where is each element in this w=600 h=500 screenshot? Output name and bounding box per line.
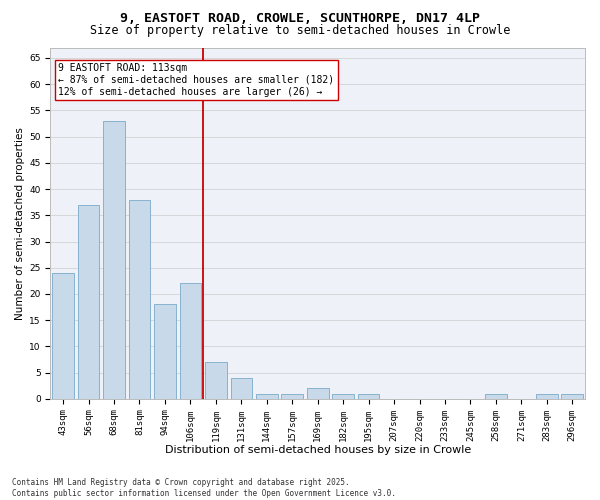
Text: 9, EASTOFT ROAD, CROWLE, SCUNTHORPE, DN17 4LP: 9, EASTOFT ROAD, CROWLE, SCUNTHORPE, DN1… bbox=[120, 12, 480, 24]
Bar bbox=[230, 378, 252, 399]
Bar bbox=[52, 273, 74, 399]
Y-axis label: Number of semi-detached properties: Number of semi-detached properties bbox=[15, 126, 25, 320]
Bar bbox=[78, 205, 100, 399]
Bar bbox=[179, 284, 201, 399]
Bar bbox=[103, 121, 125, 399]
Bar bbox=[154, 304, 176, 399]
Bar bbox=[307, 388, 329, 399]
X-axis label: Distribution of semi-detached houses by size in Crowle: Distribution of semi-detached houses by … bbox=[164, 445, 471, 455]
Bar bbox=[536, 394, 557, 399]
Bar bbox=[128, 200, 151, 399]
Text: Size of property relative to semi-detached houses in Crowle: Size of property relative to semi-detach… bbox=[90, 24, 510, 37]
Bar bbox=[485, 394, 507, 399]
Bar bbox=[332, 394, 354, 399]
Bar bbox=[281, 394, 303, 399]
Bar bbox=[358, 394, 379, 399]
Bar bbox=[205, 362, 227, 399]
Bar bbox=[562, 394, 583, 399]
Bar bbox=[256, 394, 278, 399]
Text: 9 EASTOFT ROAD: 113sqm
← 87% of semi-detached houses are smaller (182)
12% of se: 9 EASTOFT ROAD: 113sqm ← 87% of semi-det… bbox=[58, 64, 335, 96]
Text: Contains HM Land Registry data © Crown copyright and database right 2025.
Contai: Contains HM Land Registry data © Crown c… bbox=[12, 478, 396, 498]
